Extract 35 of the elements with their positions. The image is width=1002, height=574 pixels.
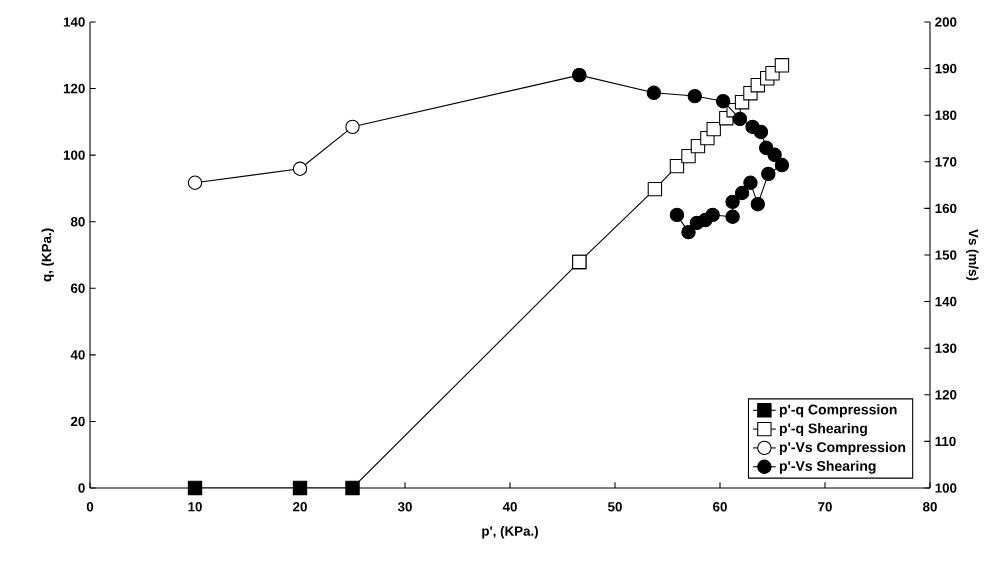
y2-tick-label: 180: [935, 110, 957, 120]
y2-tick-label: 150: [935, 250, 957, 260]
legend-label: p'-Vs Shearing: [779, 460, 876, 474]
y2-tick-label: 120: [935, 390, 957, 400]
y2-tick-label: 140: [935, 296, 957, 307]
y-tick-label: 20: [70, 416, 85, 427]
y2-tick-label: 160: [935, 203, 957, 214]
legend-label: p'-q Compression: [779, 404, 897, 418]
y2-tick-label: 110: [935, 436, 956, 447]
y2-tick-label: 190: [935, 63, 957, 74]
x-tick-label: 0: [86, 502, 94, 512]
y-tick-label: 40: [70, 350, 85, 360]
x-tick-label: 50: [608, 502, 622, 512]
y2-axis-title: Vs (m/s): [966, 229, 979, 281]
y-tick-label: 140: [63, 17, 85, 27]
x-tick-label: 70: [818, 502, 832, 512]
y2-tick-label: 100: [935, 483, 957, 493]
x-tick-label: 30: [397, 502, 412, 512]
x-tick-label: 60: [713, 502, 727, 512]
y-tick-label: 0: [78, 483, 85, 493]
y-tick-label: 80: [70, 216, 85, 227]
y-tick-label: 120: [63, 83, 85, 94]
x-tick-label: 20: [293, 502, 307, 512]
y-tick-label: 60: [70, 283, 85, 293]
y2-tick-label: 170: [935, 157, 957, 167]
x-axis-title: p', (KPa.): [482, 525, 538, 539]
x-tick-label: 10: [188, 502, 202, 512]
y-axis-title: q, (KPa.): [41, 228, 54, 282]
y2-tick-label: 130: [935, 343, 957, 353]
x-tick-label: 40: [502, 502, 517, 512]
y2-tick-label: 200: [935, 17, 957, 27]
legend-label: p'-Vs Compression: [779, 441, 906, 455]
x-tick-label: 80: [923, 502, 937, 512]
y-tick-label: 100: [63, 150, 85, 160]
legend-label: p'-q Shearing: [779, 423, 867, 437]
